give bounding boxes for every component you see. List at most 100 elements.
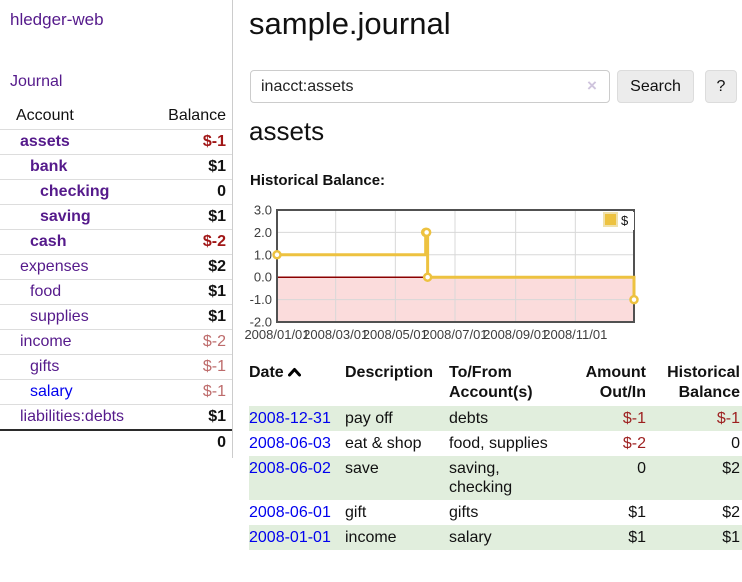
data-point: [631, 296, 638, 303]
transaction-amount: $1: [567, 525, 648, 550]
account-link-income[interactable]: income: [0, 333, 72, 351]
transaction-date-link[interactable]: 2008-06-02: [249, 460, 331, 477]
register-column-header: Amount Out/In: [567, 360, 648, 406]
transaction-amount: 0: [567, 456, 648, 500]
page-title: sample.journal: [249, 6, 742, 42]
account-row: cash $-2: [0, 229, 232, 254]
account-row: checking 0: [0, 179, 232, 204]
clear-search-icon[interactable]: ×: [587, 76, 597, 96]
legend-swatch-icon: [604, 213, 617, 226]
transaction-accounts: saving, checking: [449, 456, 567, 500]
register-header-row: Date Description To/From Account(s) Amount …: [249, 360, 742, 406]
column-label: To/From Account(s): [449, 364, 533, 401]
transaction-balance: $2: [648, 500, 742, 525]
accounts-total-row: 0: [0, 429, 232, 454]
register-row: 2008-01-01incomesalary$1$1: [249, 525, 742, 550]
account-balance: $1: [208, 408, 226, 426]
accounts-header-balance: Balance: [168, 107, 226, 125]
column-label: Historical Balance: [667, 364, 740, 401]
app-brand-link[interactable]: hledger-web: [10, 10, 232, 30]
x-tick-label: 2008/07/01: [422, 327, 487, 342]
transaction-date-link[interactable]: 2008-06-03: [249, 435, 331, 452]
transaction-amount: $-1: [567, 406, 648, 431]
transaction-amount: $1: [567, 500, 648, 525]
y-tick-label: 3.0: [254, 203, 272, 218]
account-balance: $-2: [203, 333, 226, 351]
chart-title: Historical Balance:: [250, 172, 385, 189]
account-balance: $-1: [203, 383, 226, 401]
transaction-accounts: salary: [449, 525, 567, 550]
account-row: supplies $1: [0, 304, 232, 329]
account-heading: assets: [249, 116, 324, 147]
transaction-date-link[interactable]: 2008-01-01: [249, 529, 331, 546]
search-button[interactable]: Search: [617, 70, 694, 103]
account-balance: $1: [208, 208, 226, 226]
data-point: [423, 229, 430, 236]
account-link-expenses[interactable]: expenses: [0, 258, 89, 276]
transaction-balance: $2: [648, 456, 742, 500]
account-row: assets $-1: [0, 129, 232, 154]
column-label: Date: [249, 364, 284, 381]
register-column-header: Historical Balance: [648, 360, 742, 406]
account-link-checking[interactable]: checking: [0, 183, 109, 201]
register-row: 2008-12-31pay offdebts$-1$-1: [249, 406, 742, 431]
account-row: expenses$2: [0, 254, 232, 279]
account-link-bank[interactable]: bank: [0, 158, 67, 176]
account-row: liabilities:debts $1: [0, 404, 232, 429]
account-link-saving[interactable]: saving: [0, 208, 91, 226]
account-row: salary $-1: [0, 379, 232, 404]
transaction-description: gift: [345, 500, 449, 525]
accounts-header-account: Account: [16, 107, 74, 125]
data-point: [424, 274, 431, 281]
transaction-date-link[interactable]: 2008-12-31: [249, 410, 331, 427]
account-balance: $-1: [203, 358, 226, 376]
account-link-cash[interactable]: cash: [0, 233, 66, 251]
account-link-gifts[interactable]: gifts: [0, 358, 59, 376]
account-balance: $1: [208, 308, 226, 326]
register-column-header: Description: [345, 360, 449, 406]
x-tick-label: 2008/01/01: [244, 327, 309, 342]
account-balance: $1: [208, 158, 226, 176]
transaction-accounts: food, supplies: [449, 431, 567, 456]
column-label: Description: [345, 364, 433, 381]
nav-journal-link[interactable]: Journal: [10, 73, 232, 91]
help-button[interactable]: ?: [705, 70, 737, 103]
account-row: bank $1: [0, 154, 232, 179]
account-balance: $-2: [203, 233, 226, 251]
account-row: income $-2: [0, 329, 232, 354]
accounts-total-value: 0: [217, 434, 226, 452]
register-row: 2008-06-03eat & shopfood, supplies$-20: [249, 431, 742, 456]
x-tick-label: 2008/03/01: [303, 327, 368, 342]
account-balance: $-1: [203, 133, 226, 151]
account-link-supplies[interactable]: supplies: [0, 308, 89, 326]
search-input[interactable]: [250, 70, 610, 103]
y-tick-label: -1.0: [250, 292, 272, 307]
account-balance: 0: [217, 183, 226, 201]
x-tick-label: 2008/09/01: [483, 327, 548, 342]
sidebar: hledger-web Journal Account Balance asse…: [0, 0, 233, 458]
x-tick-label: 2008/05/01: [363, 327, 428, 342]
historical-balance-chart: $3.02.01.00.0-1.0-2.02008/01/012008/03/0…: [240, 202, 742, 350]
x-tick-label: 2008/11/01: [543, 327, 607, 342]
accounts-table-header: Account Balance: [0, 104, 232, 129]
register-column-header[interactable]: Date: [249, 360, 345, 406]
account-balance: $1: [208, 283, 226, 301]
transaction-accounts: debts: [449, 406, 567, 431]
transaction-description: income: [345, 525, 449, 550]
y-tick-label: 1.0: [254, 247, 272, 262]
account-row: gifts $-1: [0, 354, 232, 379]
accounts-rows: assets $-1 bank $1 checking 0 saving $1 cash $-2 e…: [0, 129, 232, 429]
account-link-assets[interactable]: assets: [0, 133, 70, 151]
transaction-date-link[interactable]: 2008-06-01: [249, 504, 331, 521]
register-table: Date Description To/From Account(s) Amount …: [249, 360, 742, 550]
y-tick-label: 2.0: [254, 225, 272, 240]
account-row: saving $1: [0, 204, 232, 229]
transaction-balance: 0: [648, 431, 742, 456]
account-link-food[interactable]: food: [0, 283, 61, 301]
register-row: 2008-06-02 savesaving, checking0$2: [249, 456, 742, 500]
account-link-salary[interactable]: salary: [0, 383, 73, 401]
transaction-description: save: [345, 456, 449, 500]
transaction-balance: $1: [648, 525, 742, 550]
account-link-liabilities-debts[interactable]: liabilities:debts: [0, 408, 124, 426]
transaction-accounts: gifts: [449, 500, 567, 525]
